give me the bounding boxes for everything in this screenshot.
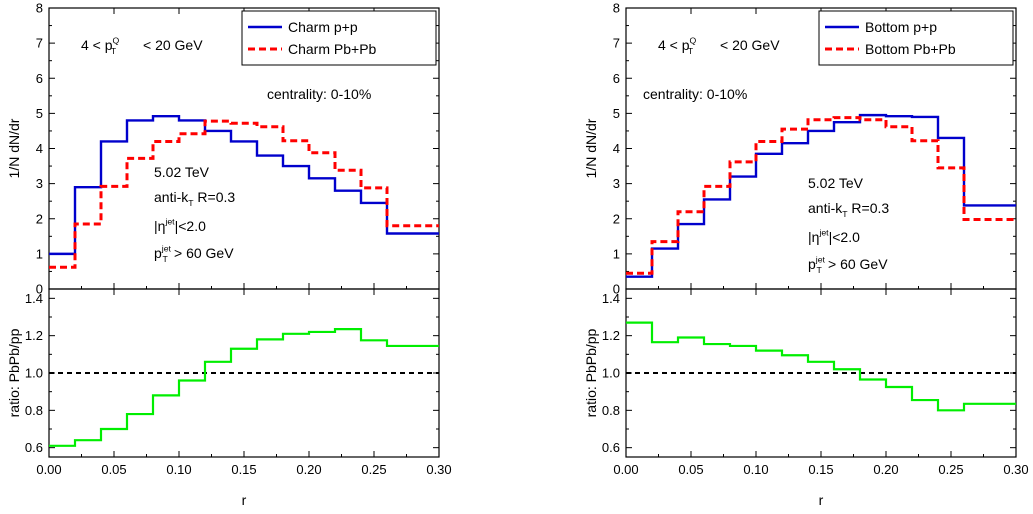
chart-panel-charm: 0 1 2 3 4 5 6 7 8 0.6 0.8 1.0 1.2 1.4 0.00 0.05 0.10 0.15… xyxy=(6,1,452,509)
series-line-pbpb xyxy=(49,119,439,269)
annotation-pt-range: 4 < pQ T xyxy=(658,36,697,57)
ratio-y-tick-label: 1.0 xyxy=(602,366,620,381)
ratio-y-tick-label: 1.4 xyxy=(25,291,43,306)
legend-box xyxy=(241,10,437,66)
y-tick-label: 5 xyxy=(36,106,43,121)
series-line-pp xyxy=(626,113,1016,278)
x-tick-label: 0.05 xyxy=(101,462,126,477)
annotation-ptjet-rest: > 60 GeV xyxy=(828,256,888,272)
x-tick-label: 0.25 xyxy=(361,462,386,477)
y-axis-label: 1/N dN/dr xyxy=(583,118,599,178)
ratio-series-line xyxy=(626,321,1016,412)
y-tick-label: 0 xyxy=(36,282,43,297)
annotation-pt-range: 4 < pQ T xyxy=(81,36,120,57)
y-tick-label: 2 xyxy=(613,211,620,226)
legend-label: Charm Pb+Pb xyxy=(288,41,377,57)
y-tick-label: 1 xyxy=(613,246,620,261)
ratio-axis-label: ratio: PbPb/pp xyxy=(6,328,22,417)
annotation-centrality: centrality: 0-10% xyxy=(267,86,371,102)
annotation-eta-cut: |ηjet|<2.0 xyxy=(808,228,860,245)
annotation-energy: 5.02 TeV xyxy=(808,175,864,191)
annotation-jet-algo: anti-kT R=0.3 xyxy=(808,200,889,219)
x-tick-label: 0.10 xyxy=(743,462,768,477)
x-tick-label: 0.20 xyxy=(296,462,321,477)
y-tick-label: 6 xyxy=(613,71,620,86)
ratio-y-tick-label: 0.8 xyxy=(602,403,620,418)
annotation-ptjet-cut: pjet T xyxy=(808,255,826,276)
y-tick-label: 7 xyxy=(613,36,620,51)
annotation-pt-range-rest: < 20 GeV xyxy=(720,37,780,53)
x-axis-label: r xyxy=(819,492,824,508)
annotation-energy: 5.02 TeV xyxy=(154,164,210,180)
legend-label: Charm p+p xyxy=(288,19,358,35)
annotation-ptjet-cut: pjet T xyxy=(154,244,172,265)
legend-box xyxy=(818,10,1014,66)
ratio-y-tick-label: 1.2 xyxy=(602,328,620,343)
annotation-eta-cut: |ηjet|<2.0 xyxy=(154,217,206,234)
y-tick-label: 3 xyxy=(36,176,43,191)
x-tick-label: 0.05 xyxy=(678,462,703,477)
x-tick-label: 0.10 xyxy=(166,462,191,477)
y-tick-label: 2 xyxy=(36,211,43,226)
y-tick-label: 6 xyxy=(36,71,43,86)
legend: Charm p+p Charm Pb+Pb xyxy=(241,10,437,66)
y-tick-label: 4 xyxy=(36,141,43,156)
ratio-y-tick-label: 0.8 xyxy=(25,403,43,418)
ratio-y-tick-label: 0.6 xyxy=(25,440,43,455)
ratio-y-tick-label: 1.4 xyxy=(602,291,620,306)
annotation-ptjet-rest: > 60 GeV xyxy=(174,245,234,261)
x-axis-label: r xyxy=(242,492,247,508)
series-line-pp xyxy=(49,114,439,256)
legend-label: Bottom p+p xyxy=(865,19,937,35)
y-tick-label: 8 xyxy=(613,1,620,16)
y-tick-label: 7 xyxy=(36,36,43,51)
x-tick-label: 0.15 xyxy=(808,462,833,477)
ratio-y-tick-label: 0.6 xyxy=(602,440,620,455)
y-tick-label: 3 xyxy=(613,176,620,191)
x-tick-label: 0.15 xyxy=(231,462,256,477)
y-tick-label: 4 xyxy=(613,141,620,156)
y-tick-label: 1 xyxy=(36,246,43,261)
series-line-pbpb xyxy=(626,116,1016,275)
annotation-pt-range-rest: < 20 GeV xyxy=(143,37,203,53)
annotation-centrality: centrality: 0-10% xyxy=(643,86,747,102)
y-tick-label: 8 xyxy=(36,1,43,16)
x-tick-label: 0.00 xyxy=(36,462,61,477)
x-tick-label: 0.25 xyxy=(938,462,963,477)
x-tick-label: 0.30 xyxy=(1003,462,1028,477)
annotation-jet-algo: anti-kT R=0.3 xyxy=(154,189,235,208)
x-tick-label: 0.20 xyxy=(873,462,898,477)
legend-label: Bottom Pb+Pb xyxy=(865,41,956,57)
y-axis-label: 1/N dN/dr xyxy=(6,118,22,178)
x-tick-label: 0.30 xyxy=(426,462,451,477)
y-tick-label: 5 xyxy=(613,106,620,121)
legend: Bottom p+p Bottom Pb+Pb xyxy=(818,10,1014,66)
chart-panel-bottom: 0 1 2 3 4 5 6 7 8 0.6 0.8 1.0 1.2 1.4 0.00 0.05 0.10 0.15… xyxy=(583,1,1029,509)
x-tick-label: 0.00 xyxy=(613,462,638,477)
ratio-y-tick-label: 1.2 xyxy=(25,328,43,343)
ratio-series-line xyxy=(49,328,439,447)
y-tick-label: 0 xyxy=(613,282,620,297)
ratio-axis-label: ratio: PbPb/pp xyxy=(583,328,599,417)
ratio-y-tick-label: 1.0 xyxy=(25,366,43,381)
